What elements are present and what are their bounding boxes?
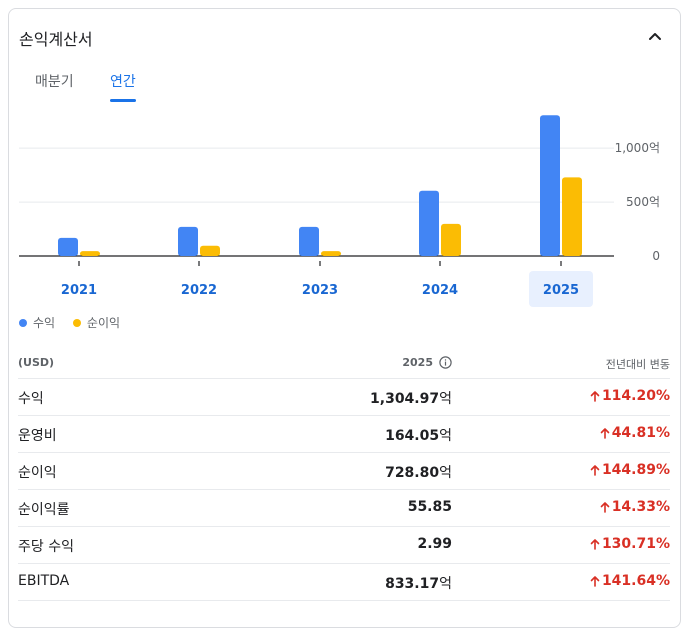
row-value: 55.85 bbox=[408, 499, 452, 515]
currency-header: (USD) bbox=[18, 356, 55, 369]
row-label: 운영비 bbox=[18, 428, 57, 444]
income-statement-card: 손익계산서 매분기 연간 0 500억 1,000억 2021 2022 2023 2024… bbox=[8, 8, 681, 628]
row-change-value: 130.71% bbox=[601, 536, 670, 552]
row-value: 2.99 bbox=[417, 536, 452, 552]
row-value: 728.80억 bbox=[385, 462, 452, 482]
bar-net-income-2022[interactable] bbox=[200, 245, 220, 256]
tab-quarterly-label: 매분기 bbox=[35, 74, 74, 90]
arrow-up-icon bbox=[600, 427, 610, 439]
bar-revenue-2022[interactable] bbox=[178, 226, 198, 256]
table-row: EBITDA 833.17억 141.64% bbox=[18, 564, 670, 601]
legend-item-revenue: 수익 bbox=[19, 314, 55, 331]
legend-dot-net-income bbox=[72, 318, 81, 327]
row-change-value: 144.89% bbox=[601, 462, 670, 478]
bar-net-income-2021[interactable] bbox=[80, 251, 100, 256]
info-icon[interactable] bbox=[439, 356, 452, 369]
row-value-number: 728.80 bbox=[385, 465, 440, 481]
year-header: 2025 bbox=[402, 356, 452, 369]
row-change: 14.33% bbox=[600, 499, 670, 515]
row-change-value: 44.81% bbox=[611, 425, 670, 441]
legend-label-net-income: 순이익 bbox=[86, 316, 121, 330]
bar-revenue-2023[interactable] bbox=[299, 226, 319, 256]
row-change-value: 114.20% bbox=[601, 388, 670, 404]
x-tick-label-2024[interactable]: 2024 bbox=[422, 283, 458, 298]
bar-net-income-2025[interactable] bbox=[562, 177, 582, 256]
income-table: (USD) 2025 전년대비 변동 수익 1,304.97억 114.20% 운영비… bbox=[18, 348, 670, 601]
row-value-number: 1,304.97 bbox=[370, 391, 440, 407]
chart-legend: 수익 순이익 bbox=[19, 314, 134, 331]
row-value-number: 55.85 bbox=[407, 499, 452, 515]
row-value: 164.05억 bbox=[385, 425, 452, 445]
income-chart-svg: 0 500억 1,000억 2021 2022 2023 2024 2025 bbox=[19, 115, 660, 307]
table-row: 주당 수익 2.99 130.71% bbox=[18, 527, 670, 564]
tab-active-indicator bbox=[110, 99, 136, 102]
row-label: 순이익률 bbox=[18, 502, 70, 518]
table-row: 순이익률 55.85 14.33% bbox=[18, 490, 670, 527]
selected-year-highlight bbox=[529, 271, 593, 307]
row-value-number: 2.99 bbox=[417, 536, 452, 552]
card-header[interactable]: 손익계산서 bbox=[9, 9, 680, 65]
tab-quarterly[interactable]: 매분기 bbox=[35, 71, 74, 91]
row-change-value: 141.64% bbox=[601, 573, 670, 589]
x-tick-label-2023[interactable]: 2023 bbox=[302, 283, 338, 298]
row-change: 114.20% bbox=[590, 388, 670, 404]
x-tick-label-2022[interactable]: 2022 bbox=[181, 283, 217, 298]
x-tick-label-2025[interactable]: 2025 bbox=[543, 283, 579, 298]
row-change: 144.89% bbox=[590, 462, 670, 478]
chevron-up-icon[interactable] bbox=[644, 25, 666, 47]
row-change: 130.71% bbox=[590, 536, 670, 552]
row-value-unit: 억 bbox=[439, 428, 452, 444]
card-title: 손익계산서 bbox=[19, 30, 93, 49]
row-value-number: 833.17 bbox=[385, 576, 440, 592]
y-tick-label: 0 bbox=[652, 249, 660, 263]
year-header-label: 2025 bbox=[402, 356, 433, 369]
row-value-unit: 억 bbox=[439, 576, 452, 592]
bar-net-income-2023[interactable] bbox=[321, 251, 341, 256]
row-label: EBITDA bbox=[18, 573, 70, 589]
table-body: 수익 1,304.97억 114.20% 운영비 164.05억 44.81% 순이익 728… bbox=[18, 379, 670, 601]
row-value-unit: 억 bbox=[439, 465, 452, 481]
legend-label-revenue: 수익 bbox=[33, 316, 56, 330]
table-header: (USD) 2025 전년대비 변동 bbox=[18, 348, 670, 379]
row-change: 141.64% bbox=[590, 573, 670, 589]
row-value-unit: 억 bbox=[439, 391, 452, 407]
row-label: 순이익 bbox=[18, 465, 57, 481]
row-value: 1,304.97억 bbox=[370, 388, 452, 408]
arrow-up-icon bbox=[590, 575, 600, 587]
row-change-value: 14.33% bbox=[611, 499, 670, 515]
row-label: 수익 bbox=[18, 391, 44, 407]
income-chart: 0 500억 1,000억 2021 2022 2023 2024 2025 bbox=[9, 105, 679, 319]
table-row: 순이익 728.80억 144.89% bbox=[18, 453, 670, 490]
legend-item-net-income: 순이익 bbox=[72, 314, 121, 331]
bar-net-income-2024[interactable] bbox=[441, 223, 461, 256]
arrow-up-icon bbox=[600, 501, 610, 513]
arrow-up-icon bbox=[590, 390, 600, 402]
arrow-up-icon bbox=[590, 464, 600, 476]
arrow-up-icon bbox=[590, 538, 600, 550]
tab-annual-label: 연간 bbox=[110, 74, 136, 90]
legend-dot-revenue bbox=[19, 318, 27, 327]
table-row: 운영비 164.05억 44.81% bbox=[18, 416, 670, 453]
x-tick-label-2021[interactable]: 2021 bbox=[61, 283, 97, 298]
row-value-number: 164.05 bbox=[385, 428, 440, 444]
row-label: 주당 수익 bbox=[18, 539, 74, 555]
bar-revenue-2025[interactable] bbox=[540, 115, 560, 256]
bar-revenue-2021[interactable] bbox=[58, 237, 78, 256]
change-header: 전년대비 변동 bbox=[605, 358, 670, 371]
table-row: 수익 1,304.97억 114.20% bbox=[18, 379, 670, 416]
row-change: 44.81% bbox=[600, 425, 670, 441]
tab-annual[interactable]: 연간 bbox=[110, 71, 136, 102]
y-tick-label: 1,000억 bbox=[615, 141, 660, 155]
y-tick-label: 500억 bbox=[626, 195, 660, 209]
bar-revenue-2024[interactable] bbox=[419, 190, 439, 256]
row-value: 833.17억 bbox=[385, 573, 452, 593]
